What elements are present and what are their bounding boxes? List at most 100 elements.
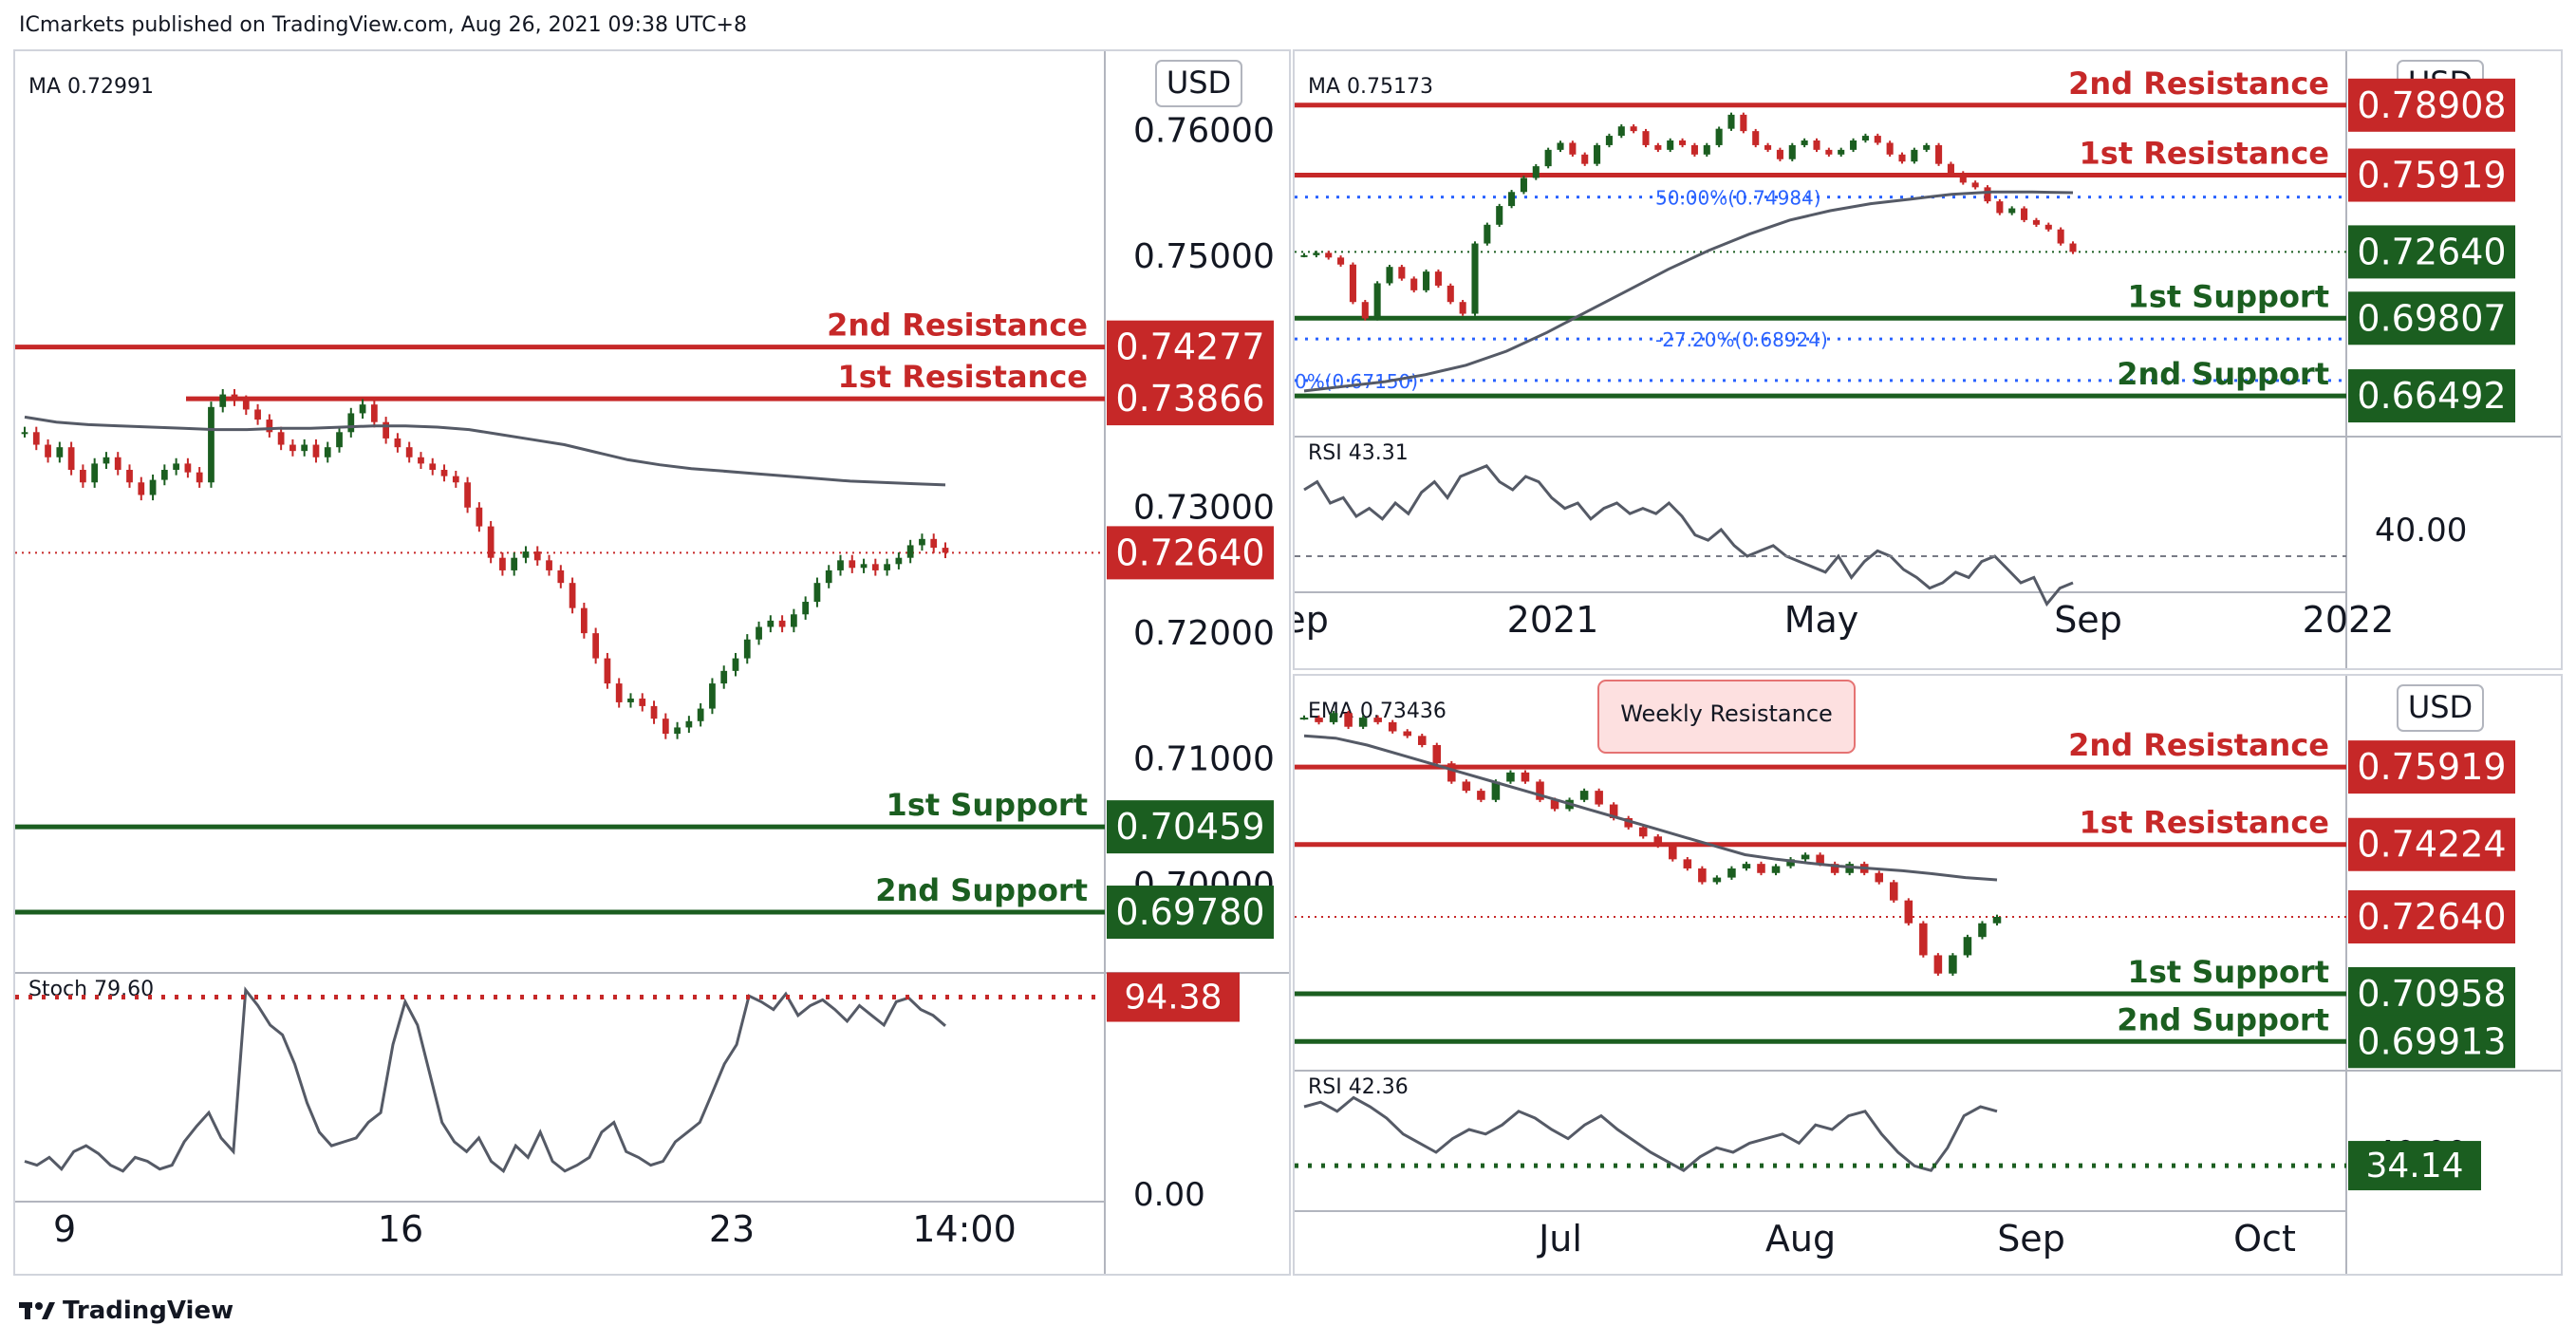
ma-label: MA 0.75173 xyxy=(1308,75,1433,99)
price-tag xyxy=(1107,372,1274,426)
candle-body xyxy=(1361,302,1369,319)
tradingview-logo[interactable]: TradingView xyxy=(19,1297,233,1325)
currency-box xyxy=(2397,684,2484,732)
candle-body xyxy=(1520,177,1527,193)
candle-body xyxy=(114,457,121,471)
candle-body xyxy=(56,447,64,457)
candle-body xyxy=(1484,224,1491,244)
osc-value-tag xyxy=(1107,972,1240,1022)
candle-body xyxy=(884,564,890,570)
candle-body xyxy=(756,626,762,640)
x-tick-label: 2021 xyxy=(1507,599,1599,641)
candle-body xyxy=(1653,836,1663,846)
candle-body xyxy=(1771,866,1781,873)
price-tag-text: 0.70459 xyxy=(1115,806,1264,848)
candle-body xyxy=(1550,799,1559,810)
candle-body xyxy=(312,444,320,457)
price-tag xyxy=(2348,291,2515,345)
candle-body xyxy=(1690,144,1698,155)
y-tick-label: 0.71000 xyxy=(1133,740,1275,779)
candle-body xyxy=(1462,781,1471,792)
candle-body xyxy=(242,401,250,410)
candle-body xyxy=(1816,854,1824,865)
candle-body xyxy=(1358,718,1368,727)
price-tag-text: 0.69913 xyxy=(2357,1020,2506,1062)
candle-body xyxy=(266,420,273,433)
candle-body xyxy=(1459,302,1466,314)
candle-body xyxy=(1557,142,1564,150)
candle-body xyxy=(1373,718,1382,722)
candle-body xyxy=(1508,192,1516,207)
y-tick-label: 0.76000 xyxy=(1133,112,1275,151)
candle-body xyxy=(1579,791,1589,800)
price-tag-text: 0.72640 xyxy=(2357,231,2506,272)
candle-body xyxy=(1825,149,1833,155)
candle-body xyxy=(1786,859,1795,867)
candle-body xyxy=(1845,864,1854,873)
candle-body xyxy=(1654,144,1662,150)
candle-body xyxy=(1403,731,1411,737)
candle-body xyxy=(569,583,576,608)
candle-body xyxy=(394,438,401,448)
candle-body xyxy=(1329,713,1338,722)
candle-body xyxy=(1349,264,1356,303)
candle-body xyxy=(685,720,693,728)
candle-body xyxy=(1949,955,1957,974)
left-chart-panel[interactable]: USD MA 0.72991 Stoch 79.60 0.76000 0.75000 0.… xyxy=(13,49,1291,1276)
candle-body xyxy=(103,457,110,464)
x-tick-label: 9 xyxy=(53,1208,76,1250)
candle-body xyxy=(383,421,390,439)
candle-body xyxy=(2057,229,2064,244)
price-tag xyxy=(2348,369,2515,423)
x-tick-label: 23 xyxy=(709,1208,755,1250)
candle-body xyxy=(662,719,669,735)
candle-body xyxy=(1801,140,1808,145)
candle-body xyxy=(837,560,844,570)
callout-box xyxy=(1597,680,1856,754)
candle-body xyxy=(1299,718,1309,720)
oscillator-line xyxy=(24,986,946,1174)
candle-body xyxy=(1801,854,1810,860)
candle-body xyxy=(1669,845,1677,860)
candle-body xyxy=(1971,182,1979,188)
candle-body xyxy=(1447,763,1456,782)
price-tag xyxy=(2348,225,2515,279)
candle-body xyxy=(1813,140,1820,150)
candle-body xyxy=(1727,868,1736,878)
candle-body xyxy=(604,658,611,684)
publisher-header: ICmarkets published on TradingView.com, … xyxy=(19,13,747,37)
x-tick-label: Jul xyxy=(1537,1218,1582,1260)
level-label: 2nd Resistance xyxy=(827,308,1088,344)
candle-body xyxy=(1698,868,1707,883)
candle-body xyxy=(592,633,600,659)
price-tag xyxy=(2348,78,2515,132)
price-tag-text: 0.70958 xyxy=(2357,973,2506,1015)
x-tick-label: Oct xyxy=(2233,1218,2296,1260)
candle-body xyxy=(1532,166,1540,178)
candle-body xyxy=(778,620,786,627)
candle-body xyxy=(1595,791,1603,805)
candle-body xyxy=(906,545,914,558)
price-tag xyxy=(2348,148,2515,202)
candle-body xyxy=(1617,126,1625,137)
candle-body xyxy=(1830,864,1839,873)
candle-body xyxy=(1432,744,1442,764)
candle-body xyxy=(1642,131,1650,145)
candle-body xyxy=(1904,900,1913,924)
candle-body xyxy=(487,526,495,558)
currency-box xyxy=(1155,60,1242,107)
candle-body xyxy=(173,463,179,471)
candle-body xyxy=(919,538,925,546)
candle-body xyxy=(511,557,518,570)
price-tag xyxy=(2348,966,2515,1020)
oscillator-label: RSI 42.36 xyxy=(1308,1075,1409,1099)
candle-body xyxy=(615,683,623,702)
candle-body xyxy=(1919,923,1928,956)
level-label: 2nd Resistance xyxy=(2068,727,2329,763)
osc-value-text: 34.14 xyxy=(2365,1147,2463,1185)
osc-value-tag xyxy=(2348,1141,2481,1191)
candle-body xyxy=(1874,136,1881,143)
